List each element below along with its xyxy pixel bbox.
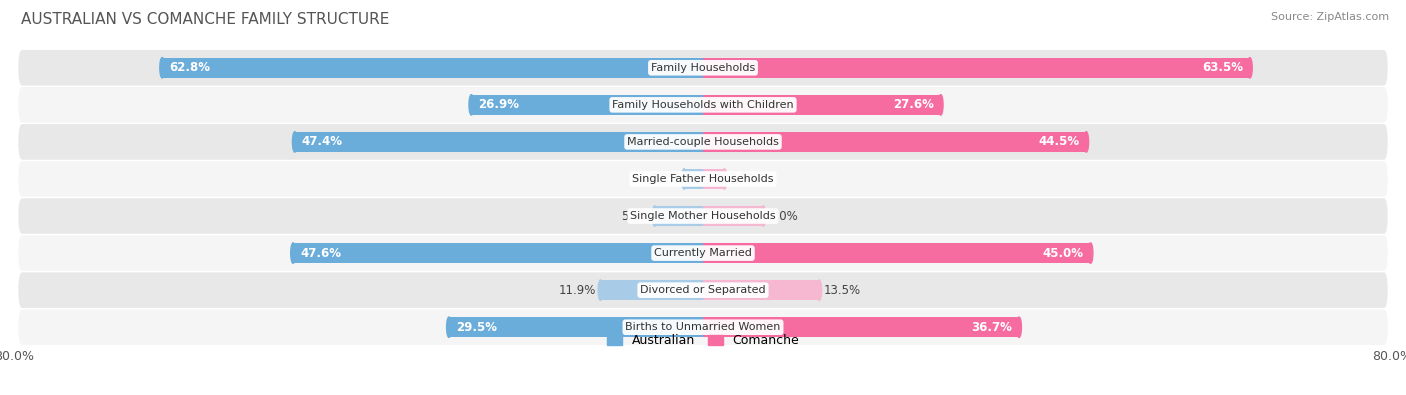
Bar <box>685 169 703 189</box>
Bar <box>703 243 1091 263</box>
Text: 47.4%: 47.4% <box>302 135 343 149</box>
Circle shape <box>938 95 943 115</box>
Circle shape <box>1088 243 1092 263</box>
Text: 47.6%: 47.6% <box>299 246 342 260</box>
Bar <box>703 317 1019 337</box>
Text: 7.0%: 7.0% <box>768 209 797 222</box>
Text: 2.2%: 2.2% <box>650 173 679 186</box>
Circle shape <box>1084 132 1088 152</box>
Text: Divorced or Separated: Divorced or Separated <box>640 285 766 295</box>
Text: Married-couple Households: Married-couple Households <box>627 137 779 147</box>
Bar <box>449 317 703 337</box>
Text: Family Households: Family Households <box>651 63 755 73</box>
Text: Currently Married: Currently Married <box>654 248 752 258</box>
Text: Family Households with Children: Family Households with Children <box>612 100 794 110</box>
Bar <box>703 169 724 189</box>
Text: AUSTRALIAN VS COMANCHE FAMILY STRUCTURE: AUSTRALIAN VS COMANCHE FAMILY STRUCTURE <box>21 12 389 27</box>
Circle shape <box>1017 317 1021 337</box>
Text: 2.5%: 2.5% <box>728 173 759 186</box>
Bar <box>292 243 703 263</box>
Text: 45.0%: 45.0% <box>1043 246 1084 260</box>
Text: Source: ZipAtlas.com: Source: ZipAtlas.com <box>1271 12 1389 22</box>
Bar <box>703 95 941 115</box>
Circle shape <box>470 95 474 115</box>
Text: 26.9%: 26.9% <box>478 98 519 111</box>
Circle shape <box>817 280 821 300</box>
Bar <box>655 206 703 226</box>
FancyBboxPatch shape <box>18 161 1388 197</box>
Circle shape <box>1247 58 1253 78</box>
Text: Single Mother Households: Single Mother Households <box>630 211 776 221</box>
Circle shape <box>682 169 686 189</box>
Bar <box>703 132 1087 152</box>
FancyBboxPatch shape <box>18 50 1388 86</box>
Text: Births to Unmarried Women: Births to Unmarried Women <box>626 322 780 332</box>
Bar <box>703 206 763 226</box>
Circle shape <box>723 169 727 189</box>
Circle shape <box>291 243 295 263</box>
Text: Single Father Households: Single Father Households <box>633 174 773 184</box>
Text: 13.5%: 13.5% <box>824 284 860 297</box>
Text: 11.9%: 11.9% <box>558 284 596 297</box>
Circle shape <box>598 280 603 300</box>
Text: 36.7%: 36.7% <box>972 321 1012 334</box>
Circle shape <box>761 206 766 226</box>
FancyBboxPatch shape <box>18 235 1388 271</box>
FancyBboxPatch shape <box>18 124 1388 160</box>
FancyBboxPatch shape <box>18 87 1388 122</box>
Circle shape <box>447 317 451 337</box>
Circle shape <box>160 58 165 78</box>
Bar <box>600 280 703 300</box>
Circle shape <box>652 206 657 226</box>
Bar <box>703 58 1250 78</box>
Text: 63.5%: 63.5% <box>1202 61 1243 74</box>
Text: 62.8%: 62.8% <box>169 61 209 74</box>
Text: 29.5%: 29.5% <box>456 321 496 334</box>
FancyBboxPatch shape <box>18 198 1388 234</box>
Bar <box>703 280 820 300</box>
Text: 5.6%: 5.6% <box>620 209 651 222</box>
Legend: Australian, Comanche: Australian, Comanche <box>607 334 799 347</box>
Circle shape <box>292 132 297 152</box>
Bar <box>471 95 703 115</box>
Text: 27.6%: 27.6% <box>893 98 934 111</box>
Bar <box>295 132 703 152</box>
FancyBboxPatch shape <box>18 273 1388 308</box>
Text: 44.5%: 44.5% <box>1038 135 1080 149</box>
FancyBboxPatch shape <box>18 309 1388 345</box>
Bar <box>162 58 703 78</box>
